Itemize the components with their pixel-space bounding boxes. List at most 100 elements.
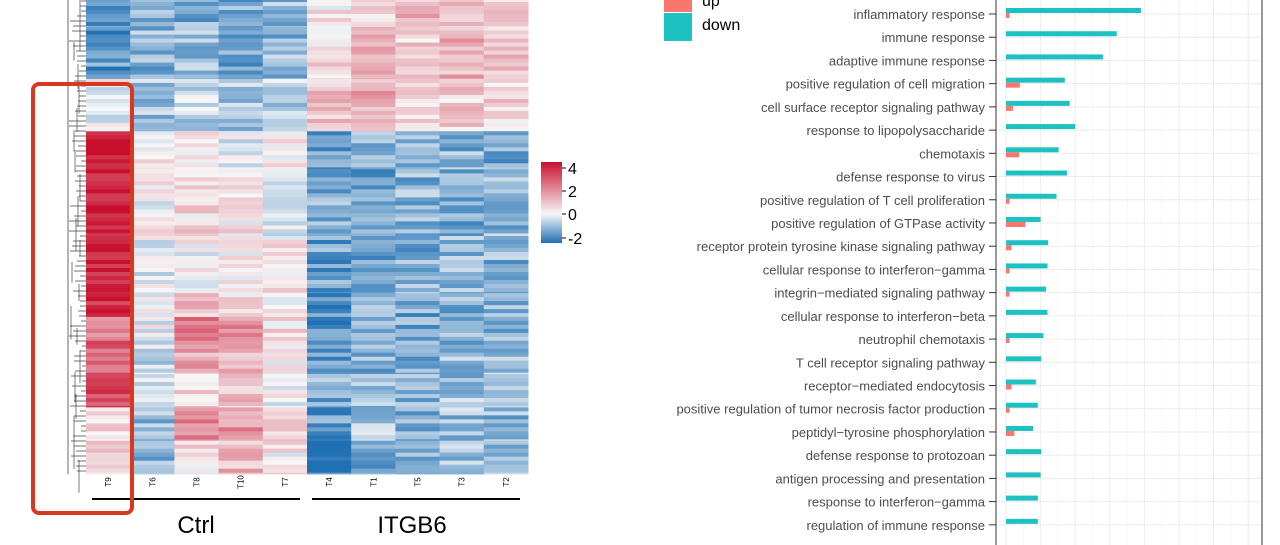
bar-down-cell-surface-receptor-signaling-pathway bbox=[1006, 100, 1070, 106]
heatmap-cell-T6-b5 bbox=[130, 248, 175, 253]
heatmap-cell-T3-b4 bbox=[439, 201, 485, 206]
heatmap-cell-T9-b9 bbox=[86, 394, 131, 399]
heatmap-cell-T7-b3 bbox=[262, 139, 308, 144]
heatmap-cell-T3-b2 bbox=[439, 106, 485, 112]
heatmap-cell-T7-b0 bbox=[262, 14, 308, 19]
heatmap-cell-T10-b4 bbox=[218, 169, 264, 174]
heatmap-cell-T9-b10 bbox=[86, 427, 131, 432]
heatmap-cell-T6-b2 bbox=[130, 118, 175, 124]
heatmap-cell-T10-b4 bbox=[218, 193, 264, 198]
heatmap-cell-T7-b11 bbox=[262, 464, 308, 470]
heatmap-cell-T1-b1 bbox=[351, 70, 396, 75]
heatmap-cell-T3-b5 bbox=[439, 276, 485, 281]
heatmap-cell-T6-b2 bbox=[130, 78, 175, 84]
heatmap-cell-T5-b0 bbox=[395, 18, 441, 23]
heatmap-cell-T4-b4 bbox=[307, 193, 352, 198]
heatmap-cell-T8-b2 bbox=[174, 82, 220, 88]
heatmap-cell-T5-b7 bbox=[395, 320, 441, 326]
heatmap-cell-T6-b11 bbox=[130, 456, 175, 462]
heatmap-cell-T6-b8 bbox=[130, 372, 175, 375]
heatmap-cell-T3-b9 bbox=[439, 382, 485, 387]
heatmap-cell-T7-b11 bbox=[262, 472, 308, 475]
heatmap-cell-T5-b4 bbox=[395, 201, 441, 206]
heatmap-cell-T8-b9 bbox=[174, 382, 220, 387]
heatmap-cell-T7-b3 bbox=[262, 155, 308, 160]
heatmap-cell-T7-b2 bbox=[262, 78, 308, 84]
heatmap-cell-T2-b7 bbox=[483, 332, 529, 338]
heatmap-cell-T1-b9 bbox=[351, 374, 396, 379]
heatmap-cell-T4-b1 bbox=[307, 30, 352, 35]
heatmap-cell-T10-b8 bbox=[218, 372, 264, 375]
heatmap-cell-T10-b8 bbox=[218, 356, 264, 362]
heatmap-cell-T3-b11 bbox=[439, 464, 485, 470]
heatmap-cell-T3-b3 bbox=[439, 155, 485, 160]
heatmap-cell-T1-b2 bbox=[351, 98, 396, 104]
heatmap-cell-T2-b2 bbox=[483, 122, 529, 128]
heatmap-cell-T7-b5 bbox=[262, 256, 308, 261]
heatmap-cell-T7-b5 bbox=[262, 276, 308, 281]
heatmap-cell-T2-b8 bbox=[483, 352, 529, 358]
heatmap-cell-T4-b6 bbox=[307, 305, 352, 310]
sample-label-T7: T7 bbox=[281, 477, 290, 487]
heatmap-cell-T2-b2 bbox=[483, 126, 529, 132]
heatmap-cell-T3-b2 bbox=[439, 122, 485, 128]
heatmap-cell-T7-b11 bbox=[262, 468, 308, 474]
heatmap-cell-T8-b2 bbox=[174, 90, 220, 96]
heatmap-cell-T7-b4 bbox=[262, 221, 308, 226]
bar-up-positive-regulation-of-gtpase-activity bbox=[1006, 221, 1026, 227]
heatmap-cell-T8-b7 bbox=[174, 328, 220, 334]
heatmap-cell-T1-b11 bbox=[351, 468, 396, 474]
heatmap-cell-T9-b3 bbox=[86, 135, 131, 140]
heatmap-cell-T8-b10 bbox=[174, 439, 220, 442]
heatmap-cell-T4-b2 bbox=[307, 86, 352, 92]
heatmap-cell-T1-b10 bbox=[351, 423, 396, 428]
heatmap-cell-T5-b1 bbox=[395, 26, 441, 31]
heatmap-cell-T4-b10 bbox=[307, 427, 352, 432]
heatmap-cell-T3-b11 bbox=[439, 452, 485, 458]
heatmap-cell-T1-b5 bbox=[351, 288, 396, 293]
heatmap-cell-T3-b4 bbox=[439, 181, 485, 186]
heatmap-cell-T5-b1 bbox=[395, 54, 441, 59]
heatmap-cell-T9-b3 bbox=[86, 163, 131, 168]
heatmap-cell-T2-b2 bbox=[483, 102, 529, 108]
heatmap-cell-T5-b8 bbox=[395, 348, 441, 354]
heatmap-cell-T2-b5 bbox=[483, 272, 529, 277]
heatmap-cell-T5-b10 bbox=[395, 431, 441, 436]
heatmap-cell-T4-b1 bbox=[307, 74, 352, 79]
heatmap-cell-T5-b10 bbox=[395, 419, 441, 424]
bar-down-receptor-protein-tyrosine-kinase-signaling-pathway bbox=[1006, 240, 1049, 246]
heatmap-cell-T2-b5 bbox=[483, 280, 529, 285]
heatmap-cell-T10-b3 bbox=[218, 155, 264, 160]
heatmap-cell-T3-b7 bbox=[439, 328, 485, 334]
heatmap-cell-T9-b5 bbox=[86, 248, 131, 253]
heatmap-cell-T5-b4 bbox=[395, 233, 441, 237]
heatmap-cell-T3-b8 bbox=[439, 368, 485, 374]
heatmap-cell-T10-b0 bbox=[218, 10, 264, 15]
heatmap-cell-T9-b5 bbox=[86, 240, 131, 245]
heatmap-cell-T1-b3 bbox=[351, 147, 396, 152]
heatmap-cell-T1-b2 bbox=[351, 78, 396, 84]
heatmap-cell-T7-b11 bbox=[262, 456, 308, 462]
heatmap-cell-T10-b1 bbox=[218, 58, 264, 63]
heatmap-cell-T4-b3 bbox=[307, 155, 352, 160]
heatmap-cell-T9-b5 bbox=[86, 244, 131, 249]
heatmap-cell-T10-b1 bbox=[218, 26, 264, 31]
heatmap-cell-T4-b2 bbox=[307, 114, 352, 120]
heatmap-cell-T2-b5 bbox=[483, 252, 529, 257]
heatmap-cell-T5-b7 bbox=[395, 316, 441, 322]
bar-up-positive-regulation-of-cell-migration bbox=[1006, 82, 1020, 88]
heatmap-cell-T4-b7 bbox=[307, 332, 352, 338]
heatmap-cell-T4-b0 bbox=[307, 22, 352, 27]
heatmap-cell-T4-b9 bbox=[307, 382, 352, 387]
heatmap-cell-T4-b4 bbox=[307, 173, 352, 178]
heatmap-cell-T3-b10 bbox=[439, 435, 485, 440]
heatmap-cell-T4-b10 bbox=[307, 431, 352, 436]
heatmap-cell-T4-b9 bbox=[307, 374, 352, 379]
heatmap-cell-T7-b0 bbox=[262, 6, 308, 11]
heatmap-cell-T4-b6 bbox=[307, 293, 352, 298]
heatmap-cell-T6-b0 bbox=[130, 18, 175, 23]
category-label-receptor-mediated-endocytosis: receptor−mediated endocytosis bbox=[804, 379, 986, 394]
heatmap-cell-T10-b2 bbox=[218, 122, 264, 128]
heatmap-cell-T10-b3 bbox=[218, 131, 264, 136]
heatmap-cell-T10-b2 bbox=[218, 118, 264, 124]
